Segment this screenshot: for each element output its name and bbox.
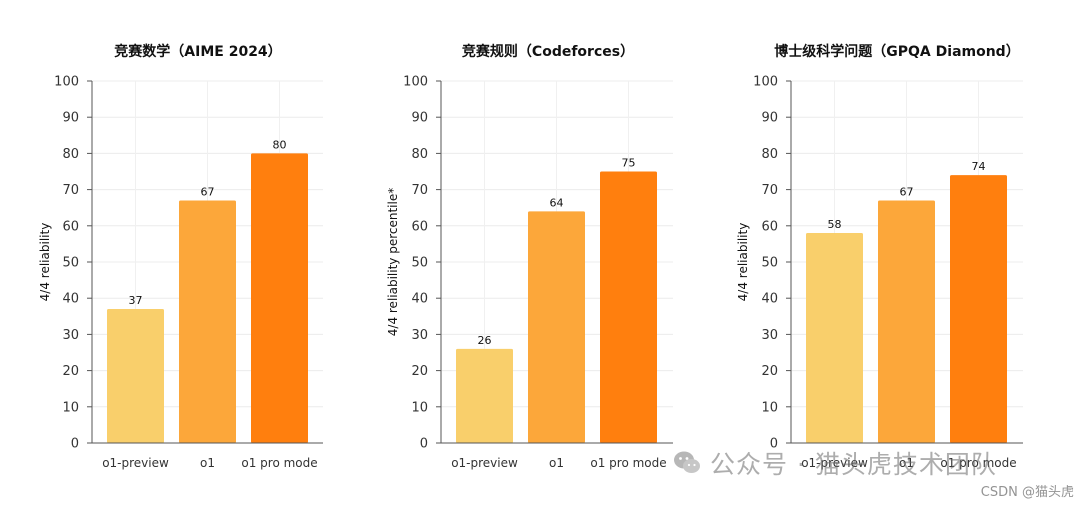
y-tick-label: 30 [411, 328, 428, 343]
y-tick-label: 90 [62, 111, 79, 126]
y-tick-label: 60 [761, 219, 778, 234]
bar-o1-preview [107, 309, 164, 443]
y-tick-label: 80 [761, 147, 778, 162]
data-label: 37 [129, 294, 143, 307]
y-tick-label: 20 [62, 364, 79, 379]
data-label: 26 [478, 334, 492, 347]
x-category-label: o1 pro mode [940, 456, 1016, 470]
y-tick-label: 50 [411, 256, 428, 271]
bar-o1 [878, 200, 935, 443]
y-tick-label: 10 [411, 400, 428, 415]
y-tick-label: 100 [54, 75, 79, 90]
bar-o1 [528, 211, 585, 443]
data-label: 74 [972, 160, 986, 173]
y-tick-label: 90 [411, 111, 428, 126]
x-category-label: o1-preview [102, 456, 169, 470]
y-tick-label: 40 [411, 292, 428, 307]
y-tick-label: 10 [761, 400, 778, 415]
x-category-label: o1 pro mode [241, 456, 317, 470]
data-label: 75 [622, 157, 636, 170]
watermark: 公众号 · 猫头虎技术团队 [672, 445, 997, 481]
y-tick-label: 20 [761, 364, 778, 379]
y-tick-label: 70 [62, 183, 79, 198]
bar-o1-pro-mode [251, 153, 308, 443]
y-tick-label: 70 [761, 183, 778, 198]
data-label: 67 [201, 185, 215, 198]
y-tick-label: 10 [62, 400, 79, 415]
bar-o1-preview [806, 233, 863, 443]
y-tick-label: 50 [761, 256, 778, 271]
data-label: 80 [273, 138, 287, 151]
y-tick-label: 30 [761, 328, 778, 343]
y-tick-label: 100 [753, 75, 778, 90]
x-category-label: o1 [549, 456, 564, 470]
y-tick-label: 40 [62, 292, 79, 307]
y-tick-label: 30 [62, 328, 79, 343]
y-tick-label: 0 [770, 437, 778, 452]
y-tick-label: 80 [62, 147, 79, 162]
y-tick-label: 50 [62, 256, 79, 271]
bar-o1-pro-mode [600, 171, 657, 443]
y-tick-label: 40 [761, 292, 778, 307]
chart-panel-2: 竞赛规则（Codeforces） 0 10 20 30 40 50 60 70 80 90 100 26… [386, 43, 673, 470]
x-category-label: o1-preview [451, 456, 518, 470]
y-tick-label: 60 [62, 219, 79, 234]
y-tick-label: 0 [71, 437, 79, 452]
chart-title: 博士级科学问题（GPQA Diamond） [774, 43, 1019, 60]
csdn-credit: CSDN @猫头虎 [980, 485, 1074, 500]
x-category-label: o1 [200, 456, 215, 470]
wechat-icon [674, 451, 700, 473]
watermark-text: 公众号 · 猫头虎技术团队 [710, 450, 997, 479]
y-axis-label: 4/4 reliability percentile* [386, 188, 400, 336]
data-label: 67 [900, 185, 914, 198]
chart-title: 竞赛规则（Codeforces） [462, 43, 634, 60]
data-label: 58 [828, 218, 842, 231]
x-category-label: o1 pro mode [590, 456, 666, 470]
y-tick-label: 20 [411, 364, 428, 379]
bar-o1-preview [456, 348, 513, 443]
data-label: 64 [550, 196, 564, 209]
y-axis-label: 4/4 reliability [38, 223, 52, 302]
x-category-label: o1-preview [801, 456, 868, 470]
y-tick-label: 90 [761, 111, 778, 126]
y-tick-label: 70 [411, 183, 428, 198]
chart-panel-1: 竞赛数学（AIME 2024） 0 10 20 30 40 50 60 70 80 90 100 37 o… [38, 43, 323, 470]
y-tick-label: 80 [411, 147, 428, 162]
bar-o1-pro-mode [950, 175, 1007, 443]
y-axis-label: 4/4 reliability [736, 223, 750, 302]
x-category-label: o1 [899, 456, 914, 470]
y-tick-label: 100 [403, 75, 428, 90]
y-tick-label: 60 [411, 219, 428, 234]
chart-title: 竞赛数学（AIME 2024） [114, 43, 281, 60]
chart-panel-3: 博士级科学问题（GPQA Diamond） 0 10 20 30 40 50 60 70 80 90… [736, 43, 1023, 470]
bar-o1 [179, 200, 236, 443]
y-tick-label: 0 [420, 437, 428, 452]
